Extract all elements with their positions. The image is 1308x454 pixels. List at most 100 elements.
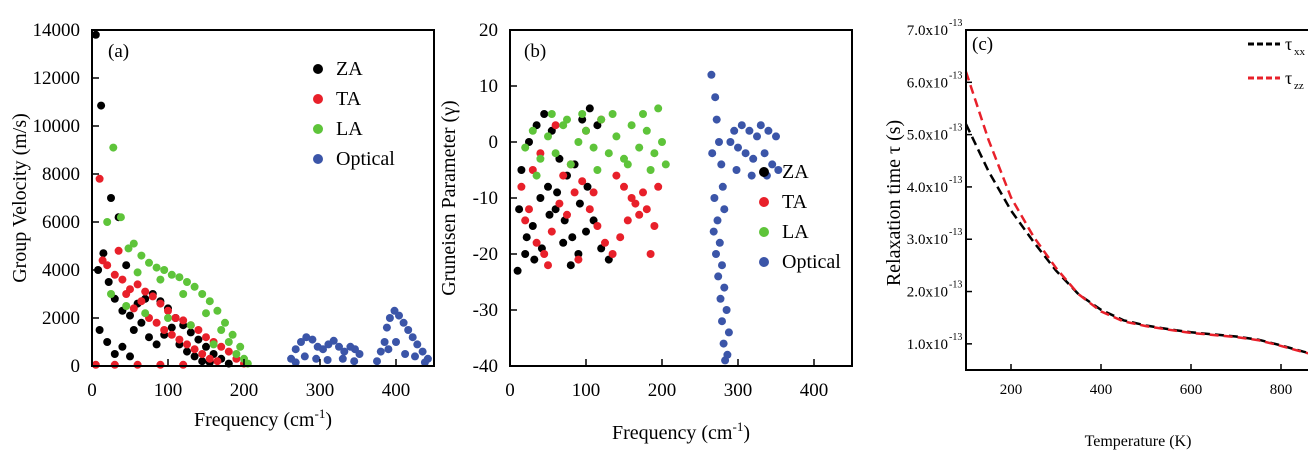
pa-point-ta <box>95 174 104 183</box>
panel-a-ylabel: Group Velocity (m/s) <box>9 113 31 283</box>
pb-xtick-label: 400 <box>800 380 829 401</box>
pa-point-la <box>228 330 237 339</box>
pb-point-ta <box>601 238 609 247</box>
pb-point-optical <box>774 166 783 174</box>
pc-legend-label-zz: τ <box>1285 68 1292 88</box>
pb-point-la <box>608 110 617 118</box>
pc-line-xx <box>964 123 1308 355</box>
pa-point-ta <box>224 347 233 356</box>
pb-point-ta <box>585 205 594 214</box>
pa-point-la <box>122 302 131 310</box>
pa-point-la <box>133 268 142 277</box>
pb-point-ta <box>589 188 598 197</box>
pb-point-ta <box>578 177 587 186</box>
pc-ytick-exponent: -13 <box>949 18 962 29</box>
pa-point-la <box>124 244 133 253</box>
pc-ytick-label: 3.0x10 <box>907 232 948 248</box>
pa-point-la <box>103 218 112 226</box>
pa-point-za <box>122 261 131 270</box>
pa-point-optical <box>382 323 391 332</box>
pb-point-optical <box>718 261 726 270</box>
pb-point-za <box>551 205 560 214</box>
pb-legend-marker-la <box>759 227 769 237</box>
pb-point-optical <box>718 182 727 191</box>
pb-ytick-label: -40 <box>473 356 498 377</box>
panel-b: 0 100 200 300 400 -40 -30 -20 -10 0 10 20 (b) Grune… <box>438 20 853 444</box>
pb-point-optical <box>730 126 739 135</box>
panel-a-xlabel: Frequency (cm-1) <box>194 406 332 431</box>
pb-point-la <box>593 166 602 174</box>
pb-ytick-label: 0 <box>489 132 499 153</box>
pc-xtick-label: 200 <box>1000 382 1023 398</box>
panel-b-ylabel: Gruneisen Parameter (γ) <box>438 100 460 295</box>
pc-legend-label-xx: τ <box>1285 34 1292 54</box>
pb-point-la <box>604 149 613 158</box>
pa-point-ta <box>156 299 165 308</box>
pa-point-la <box>109 143 118 152</box>
pb-point-optical <box>760 149 769 158</box>
pb-point-optical <box>749 154 758 163</box>
pa-point-la <box>156 275 165 284</box>
pb-point-la <box>650 149 659 158</box>
pb-point-za <box>515 205 524 214</box>
pc-ytick-exponent: -13 <box>949 175 962 186</box>
pb-point-ta <box>532 238 541 247</box>
pa-ytick-label: 2000 <box>42 308 80 329</box>
pb-xtick-label: 100 <box>572 380 601 401</box>
pa-point-la <box>209 340 218 349</box>
pb-point-ta <box>639 188 647 197</box>
pb-point-za <box>525 138 533 146</box>
pa-ytick-label: 4000 <box>42 260 80 281</box>
pa-xtick-label: 200 <box>230 380 259 401</box>
pa-point-ta <box>114 246 123 255</box>
pb-point-ta <box>521 216 530 225</box>
pb-legend-marker-za <box>759 167 769 177</box>
pc-ytick-exponent: -13 <box>949 280 962 291</box>
pb-point-ta <box>616 233 625 242</box>
panel-c-xlabel: Temperature (K) <box>1085 433 1192 450</box>
pa-point-optical <box>355 350 364 358</box>
pa-point-optical <box>399 318 408 327</box>
pb-point-optical <box>756 121 765 130</box>
pb-point-optical <box>717 160 726 169</box>
pa-point-za <box>126 311 134 320</box>
panel-b-points <box>513 70 783 365</box>
pb-point-la <box>536 154 545 163</box>
pa-point-la <box>183 278 191 286</box>
pa-point-optical <box>338 354 347 363</box>
panel-a-points <box>91 30 432 369</box>
pc-legend-sub-xx: xx <box>1294 46 1306 58</box>
pb-point-ta <box>608 250 617 258</box>
pa-point-optical <box>408 333 417 342</box>
panel-b-ticks: 0 100 200 300 400 -40 -30 -20 -10 0 10 20 <box>473 20 829 401</box>
pa-point-la <box>145 258 153 267</box>
pa-point-ta <box>160 326 169 334</box>
pc-xtick-label: 800 <box>1270 382 1293 398</box>
pb-point-la <box>612 132 621 141</box>
pb-point-optical <box>715 238 724 247</box>
pb-point-ta <box>593 222 602 230</box>
pc-ytick-exponent: -13 <box>949 332 962 343</box>
panel-a: 0 100 200 300 400020004000600080001000012000… <box>9 20 435 431</box>
pb-legend-label-za: ZA <box>782 161 809 183</box>
pa-point-optical <box>401 350 410 358</box>
pb-point-optical <box>723 350 732 359</box>
pb-point-optical <box>716 294 725 303</box>
pa-point-za <box>167 323 176 332</box>
pb-point-la <box>642 126 651 135</box>
pb-point-za <box>522 233 531 242</box>
pc-xtick-label: 400 <box>1090 382 1113 398</box>
pb-point-la <box>658 138 666 146</box>
pa-point-za <box>97 101 106 110</box>
pb-point-ta <box>623 216 632 225</box>
pb-point-ta <box>551 121 560 130</box>
pa-point-ta <box>137 297 146 306</box>
pb-point-za <box>530 255 539 264</box>
pa-ytick-label: 0 <box>71 356 81 377</box>
pa-point-ta <box>194 326 203 334</box>
pb-point-la <box>589 143 598 152</box>
pa-point-ta <box>129 304 138 313</box>
pb-point-ta <box>528 166 537 174</box>
pb-legend-marker-optical <box>759 257 769 267</box>
pa-point-optical <box>329 336 338 345</box>
